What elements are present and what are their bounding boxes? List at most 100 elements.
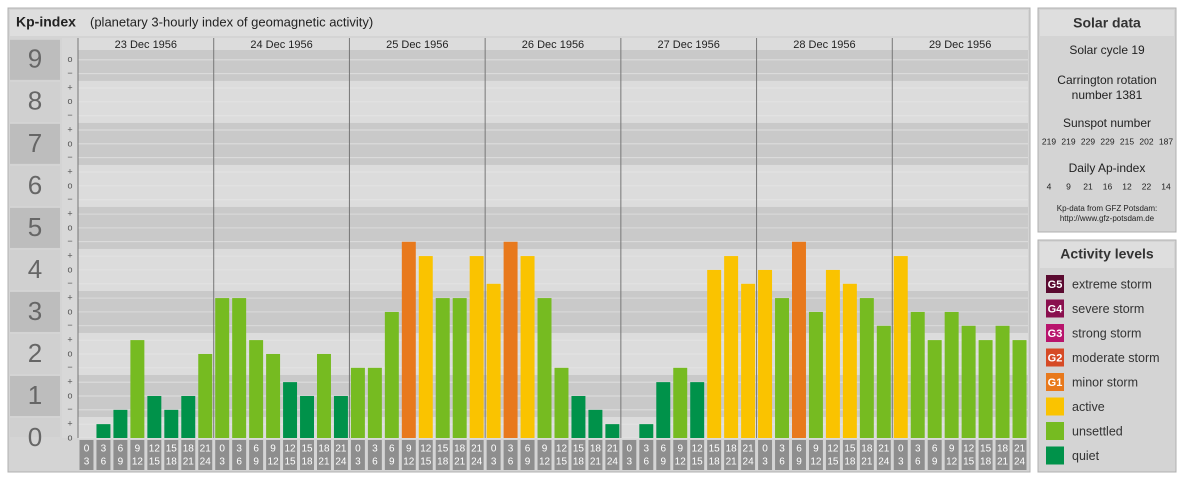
time-label: 21	[607, 444, 619, 455]
minor-tick-label: +	[67, 166, 72, 176]
time-box	[164, 440, 179, 470]
time-label: 15	[844, 444, 856, 455]
minor-tick-label: −	[67, 320, 72, 330]
bar	[537, 298, 552, 438]
time-box	[452, 440, 467, 470]
time-label: 15	[573, 444, 585, 455]
digit-box	[10, 165, 60, 206]
time-box	[622, 440, 637, 470]
time-box	[944, 440, 959, 470]
time-label: 18	[166, 457, 178, 468]
time-box	[147, 440, 162, 470]
time-label: 9	[660, 457, 666, 468]
time-label: 6	[236, 457, 242, 468]
bar	[944, 311, 959, 438]
legend-badge: G2	[1048, 352, 1063, 364]
time-box	[690, 440, 705, 470]
legend-label: severe storm	[1072, 302, 1144, 316]
solar-title: Solar data	[1073, 15, 1141, 31]
time-label: 24	[1014, 457, 1026, 468]
bar	[96, 424, 111, 438]
time-box	[842, 440, 857, 470]
time-label: 6	[508, 457, 514, 468]
time-label: 6	[389, 444, 395, 455]
time-box	[554, 440, 569, 470]
time-box	[876, 440, 891, 470]
bar	[333, 395, 348, 438]
time-label: 21	[743, 444, 755, 455]
time-box	[605, 440, 620, 470]
time-box	[792, 440, 806, 470]
time-box	[283, 440, 298, 470]
time-label: 21	[200, 444, 212, 455]
time-box	[232, 440, 247, 470]
time-label: 3	[762, 457, 768, 468]
time-label: 21	[590, 457, 602, 468]
time-label: 6	[372, 457, 378, 468]
solar-cycle: Solar cycle 19	[1069, 43, 1145, 57]
y-tick-label: 1	[28, 380, 42, 410]
time-label: 18	[301, 457, 313, 468]
date-label: 26 Dec 1956	[522, 39, 584, 51]
time-box	[978, 440, 993, 470]
bar	[808, 311, 823, 438]
minor-tick-label: o	[67, 96, 72, 106]
solar-header	[1040, 10, 1174, 36]
y-tick-label: 4	[28, 254, 42, 284]
bar	[775, 298, 789, 438]
bar	[520, 256, 535, 438]
bar	[758, 269, 773, 438]
time-label: 18	[454, 444, 466, 455]
time-box	[537, 440, 552, 470]
legend-label: unsettled	[1072, 424, 1123, 438]
time-label: 6	[253, 444, 259, 455]
time-label: 21	[878, 444, 890, 455]
sunspot-value: 202	[1139, 136, 1153, 146]
bar	[215, 298, 230, 438]
ap-value: 9	[1066, 181, 1071, 191]
y-tick-label: 6	[28, 170, 42, 200]
time-box	[927, 440, 942, 470]
bar	[656, 382, 671, 438]
time-label: 18	[318, 444, 330, 455]
bar	[639, 424, 654, 438]
legend-swatch	[1046, 422, 1064, 440]
y-tick-label: 7	[28, 128, 42, 158]
time-label: 15	[437, 444, 449, 455]
ap-title: Daily Ap-index	[1069, 161, 1146, 175]
legend-swatch	[1046, 397, 1064, 416]
time-label: 21	[335, 444, 347, 455]
time-label: 21	[318, 457, 330, 468]
minor-tick-label: −	[67, 362, 72, 372]
time-label: 12	[675, 457, 687, 468]
bar	[350, 367, 365, 438]
legend-label: quiet	[1072, 449, 1100, 463]
legend-label: minor storm	[1072, 375, 1138, 389]
time-label: 21	[997, 457, 1009, 468]
ap-value: 12	[1122, 181, 1132, 191]
header	[10, 10, 1028, 36]
bar	[792, 241, 806, 438]
minor-tick-label: +	[67, 292, 72, 302]
bar	[893, 256, 908, 438]
time-box	[758, 440, 773, 470]
minor-tick-label: o	[67, 138, 72, 148]
bar	[910, 311, 925, 438]
time-label: 3	[491, 457, 497, 468]
time-label: 12	[403, 457, 415, 468]
time-label: 9	[135, 444, 141, 455]
time-label: 6	[525, 444, 531, 455]
time-box	[384, 440, 399, 470]
time-label: 3	[355, 457, 361, 468]
legend-label: moderate storm	[1072, 351, 1160, 365]
time-label: 3	[627, 457, 633, 468]
date-label: 27 Dec 1956	[658, 39, 720, 51]
bar	[283, 382, 298, 438]
time-label: 24	[471, 457, 483, 468]
time-label: 0	[898, 444, 904, 455]
bar	[249, 340, 264, 438]
minor-column	[62, 38, 78, 438]
digit-box	[10, 81, 60, 122]
time-label: 15	[709, 444, 721, 455]
